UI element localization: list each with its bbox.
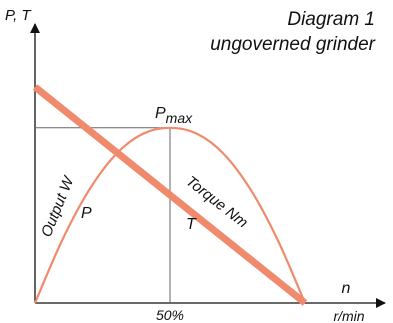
- series-line-output-power: [33, 126, 307, 304]
- series-symbol-torque: T: [186, 216, 197, 233]
- x-axis-unit: r/min: [333, 308, 364, 323]
- x-axis-label: n: [342, 280, 351, 297]
- series-line-torque: [32, 84, 308, 306]
- peak-label: Pmax: [155, 105, 193, 126]
- chart-subtitle: ungoverned grinder: [210, 34, 375, 55]
- y-axis-label: P, T: [5, 7, 32, 24]
- x-tick-label-50: 50%: [156, 307, 184, 323]
- series-label-output-power: Output W: [38, 173, 78, 240]
- chart-title: Diagram 1: [287, 9, 375, 30]
- series-symbol-power: P: [81, 205, 92, 222]
